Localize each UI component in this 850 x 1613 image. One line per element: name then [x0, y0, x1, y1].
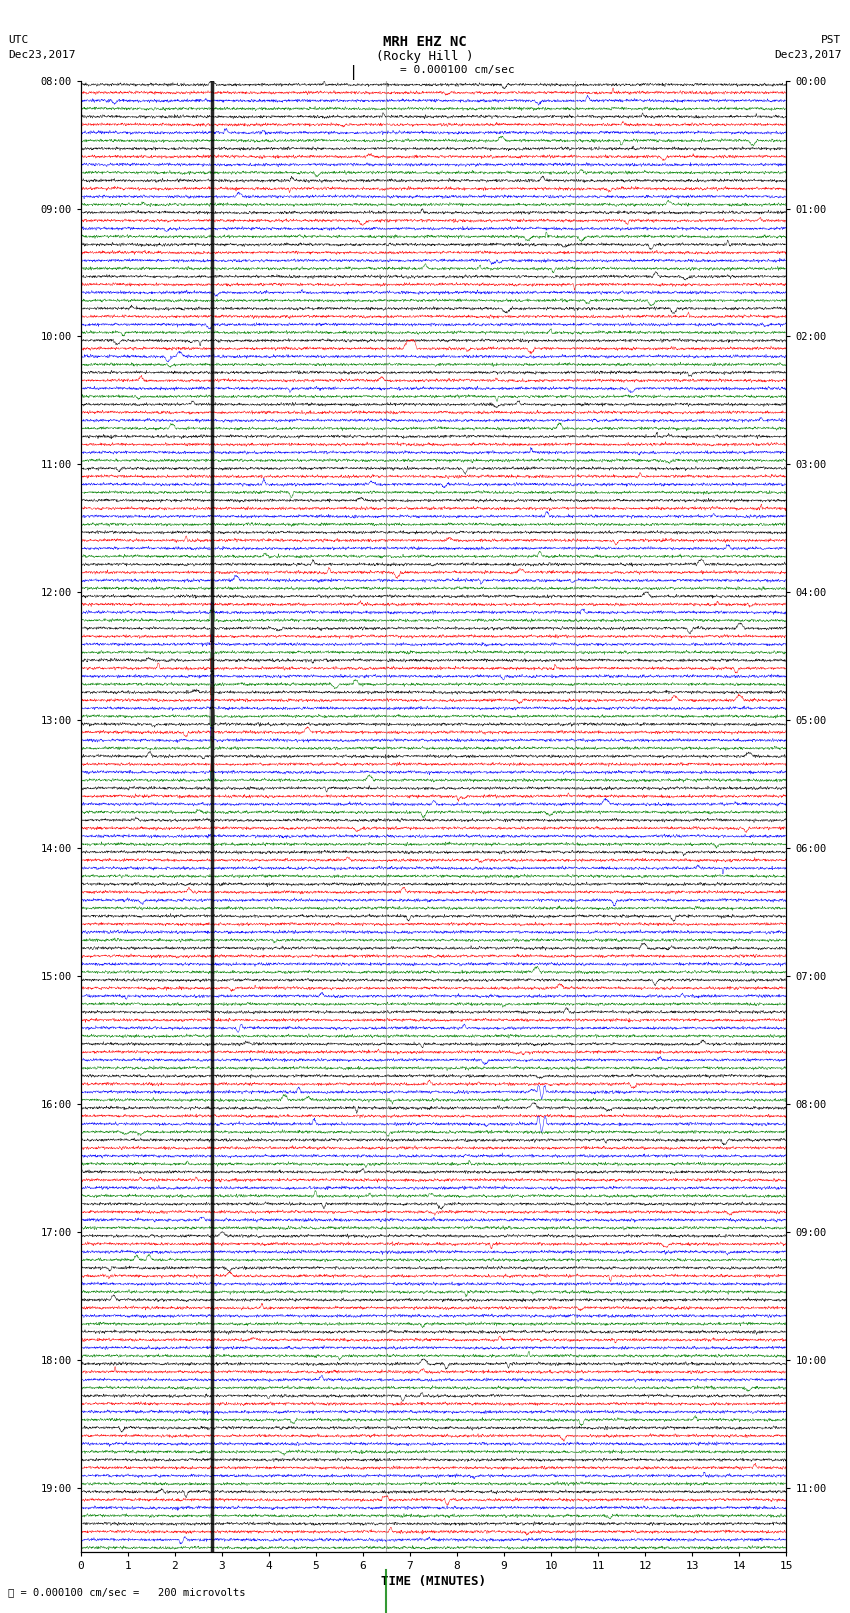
Text: = 0.000100 cm/sec: = 0.000100 cm/sec	[400, 65, 514, 74]
Text: UTC: UTC	[8, 35, 29, 45]
Text: Dec23,2017: Dec23,2017	[774, 50, 842, 60]
Text: MRH EHZ NC: MRH EHZ NC	[383, 35, 467, 50]
X-axis label: TIME (MINUTES): TIME (MINUTES)	[381, 1574, 486, 1587]
Text: (Rocky Hill ): (Rocky Hill )	[377, 50, 473, 63]
Text: ∣: ∣	[348, 65, 357, 79]
Text: Dec23,2017: Dec23,2017	[8, 50, 76, 60]
Text: ⎾ = 0.000100 cm/sec =   200 microvolts: ⎾ = 0.000100 cm/sec = 200 microvolts	[8, 1587, 246, 1597]
Text: PST: PST	[821, 35, 842, 45]
